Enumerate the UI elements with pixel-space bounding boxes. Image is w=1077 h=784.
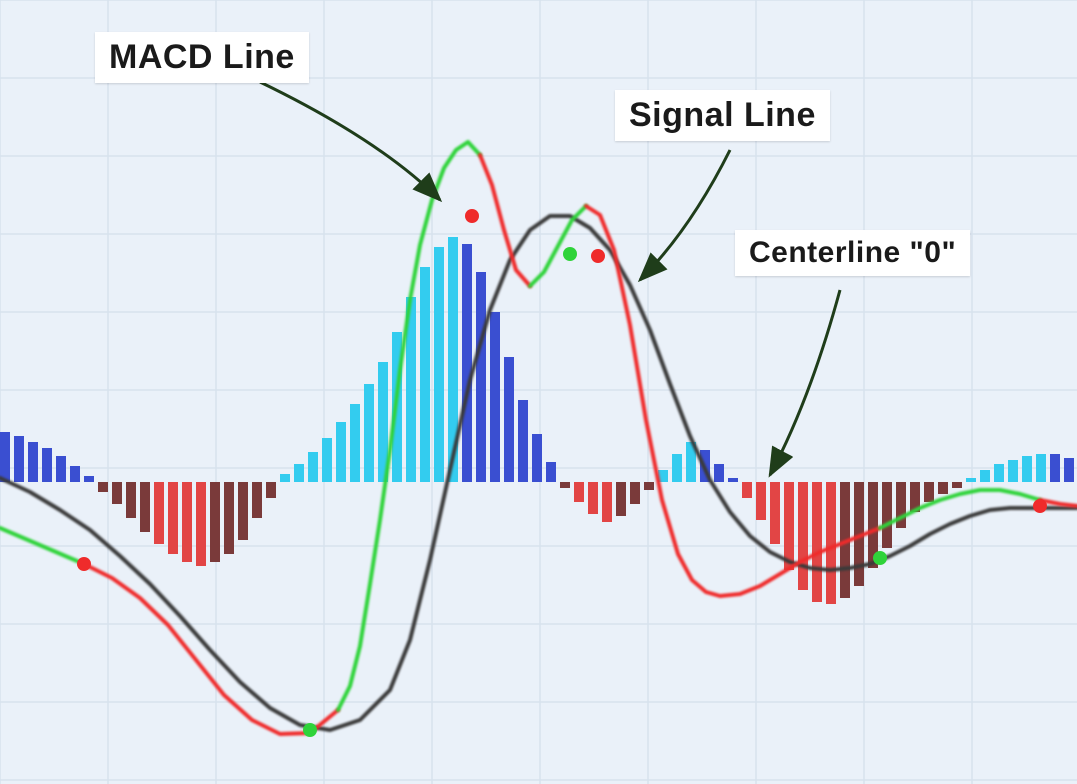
centerline-label: Centerline "0": [735, 230, 970, 276]
signal-line-label: Signal Line: [615, 90, 830, 141]
macd-svg: [0, 0, 1077, 784]
macd-line-label: MACD Line: [95, 32, 309, 83]
macd-chart: MACD Line Signal Line Centerline "0": [0, 0, 1077, 784]
